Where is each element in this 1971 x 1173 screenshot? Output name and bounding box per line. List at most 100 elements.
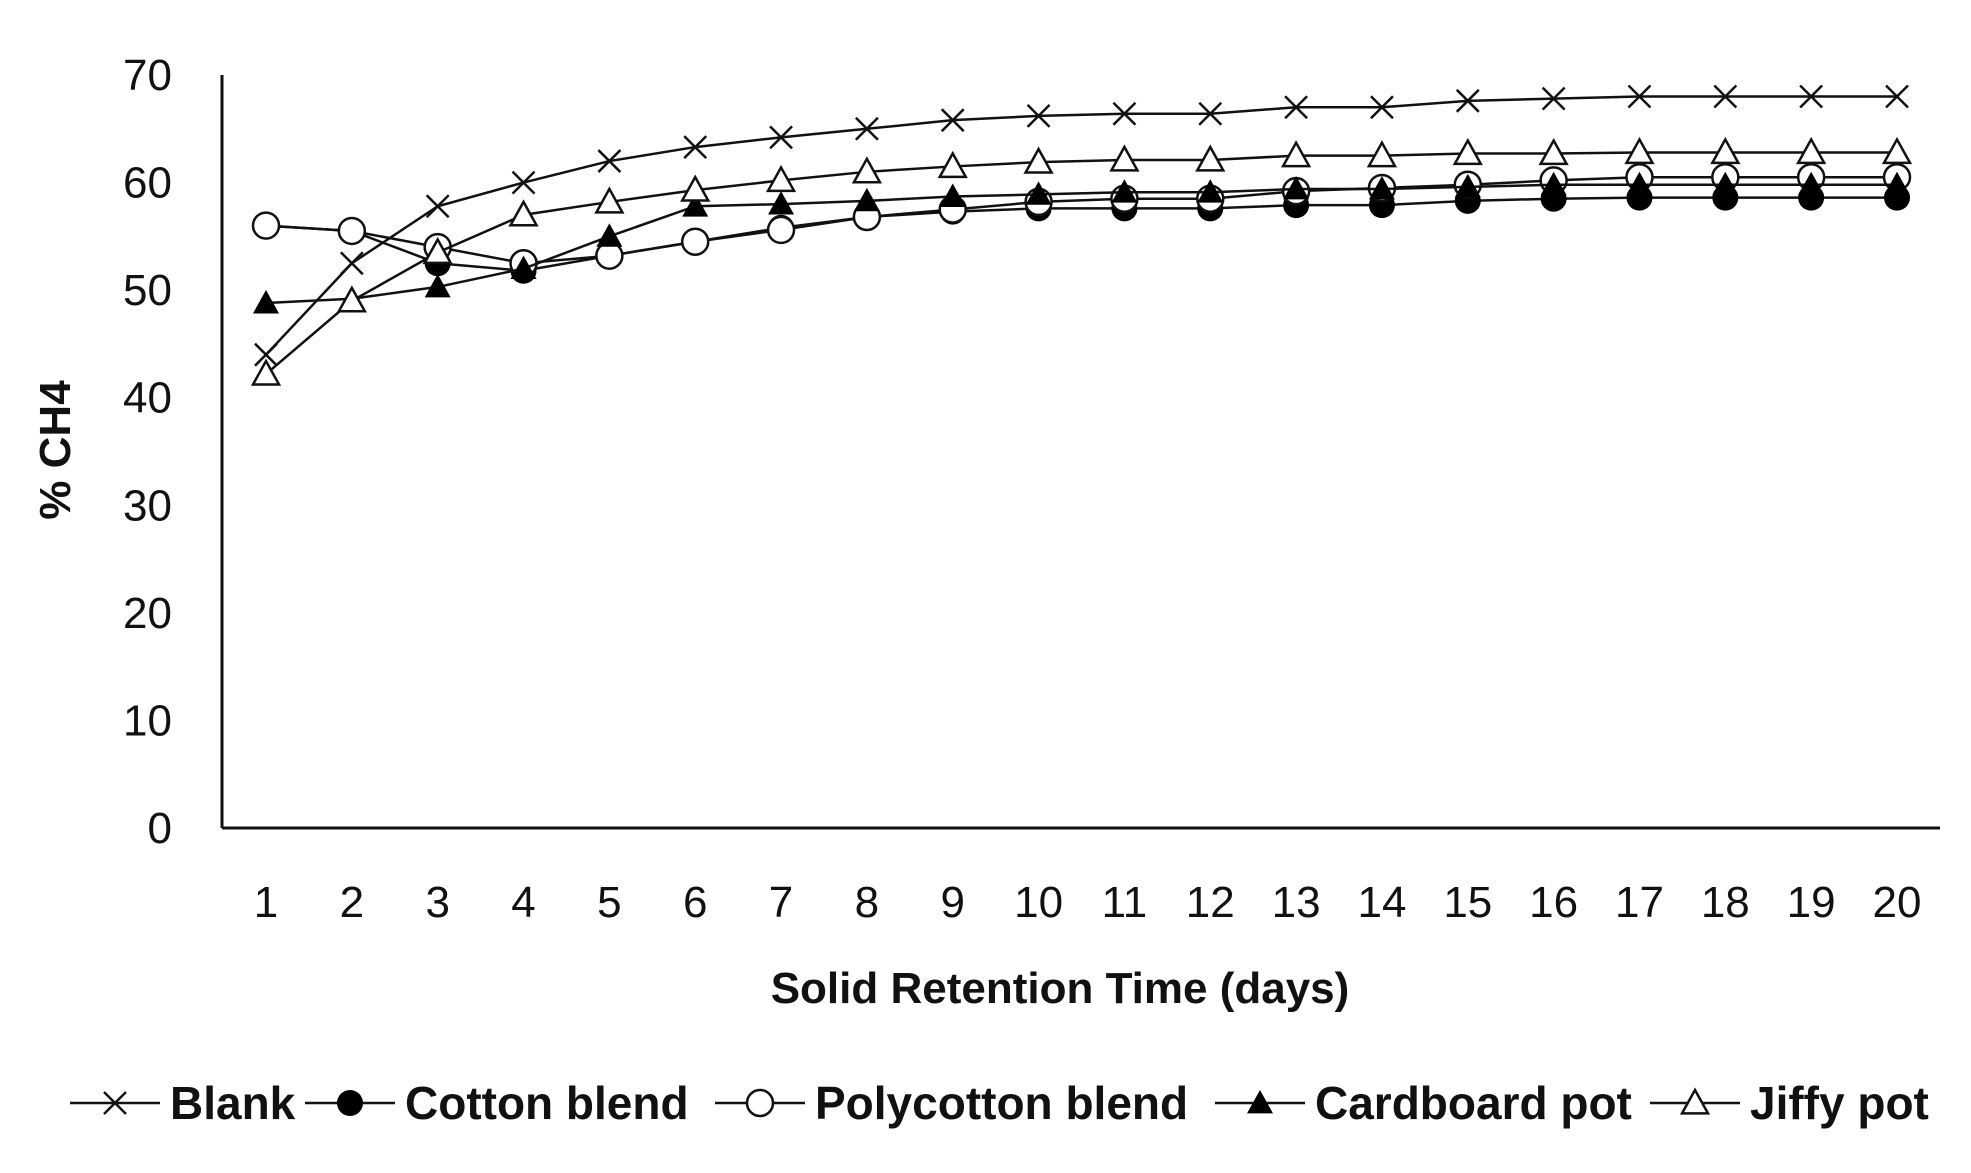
filled-triangle-marker bbox=[1283, 176, 1310, 200]
open-triangle-marker bbox=[1710, 136, 1741, 165]
open-triangle-marker bbox=[765, 164, 797, 193]
x-marker-stroke bbox=[597, 149, 622, 173]
y-tick-label: 0 bbox=[148, 804, 172, 853]
x-marker bbox=[855, 116, 879, 141]
legend-label: Polycotton blend bbox=[815, 1077, 1188, 1129]
open-triangle-marker bbox=[1881, 136, 1913, 165]
open-triangle-marker bbox=[1624, 136, 1655, 165]
x-marker-stroke bbox=[425, 194, 450, 219]
x-marker bbox=[769, 125, 793, 150]
series-layer bbox=[250, 84, 1913, 386]
filled-triangle-marker bbox=[596, 223, 623, 247]
filled-triangle-marker bbox=[424, 273, 451, 298]
x-marker-stroke bbox=[254, 342, 278, 367]
x-tick-label: 17 bbox=[1615, 878, 1664, 927]
x-tick-label: 18 bbox=[1701, 878, 1750, 927]
x-marker-stroke bbox=[1112, 101, 1137, 126]
x-marker-stroke bbox=[1627, 84, 1652, 109]
x-marker-stroke bbox=[940, 108, 965, 133]
x-tick-label: 2 bbox=[340, 878, 364, 927]
x-marker-stroke bbox=[1198, 101, 1223, 126]
x-marker bbox=[254, 342, 278, 367]
filled-triangle-marker bbox=[1884, 171, 1910, 196]
x-tick-label: 5 bbox=[597, 878, 621, 927]
filled-triangle-marker bbox=[253, 290, 279, 314]
x-marker bbox=[1284, 95, 1308, 120]
x-marker bbox=[103, 1091, 127, 1115]
open-circle-marker bbox=[745, 1088, 775, 1118]
x-tick-label: 8 bbox=[855, 878, 879, 927]
open-triangle-marker bbox=[1796, 136, 1827, 165]
filled-triangle-marker bbox=[1454, 173, 1481, 198]
legend-item: Blank bbox=[70, 1077, 296, 1129]
open-triangle-marker bbox=[1679, 1087, 1711, 1115]
series-blank bbox=[254, 84, 1909, 367]
filled-triangle-marker bbox=[1626, 171, 1653, 196]
open-triangle-marker bbox=[336, 285, 367, 313]
x-marker-stroke bbox=[769, 125, 793, 150]
x-tick-label: 1 bbox=[254, 878, 278, 927]
x-marker bbox=[1370, 95, 1394, 120]
x-marker bbox=[511, 170, 536, 195]
x-marker bbox=[339, 251, 364, 276]
series-jiffy-pot bbox=[250, 136, 1913, 386]
x-tick-label: 9 bbox=[940, 878, 964, 927]
open-circle-marker bbox=[680, 227, 710, 256]
x-tick-label: 14 bbox=[1357, 878, 1406, 927]
filled-triangle-marker bbox=[1712, 171, 1739, 196]
x-marker-stroke bbox=[683, 135, 708, 159]
open-circle-marker bbox=[766, 215, 796, 245]
x-marker bbox=[1541, 86, 1566, 111]
open-triangle-marker bbox=[680, 174, 711, 202]
x-marker-stroke bbox=[855, 116, 879, 141]
x-tick-label: 13 bbox=[1272, 878, 1321, 927]
series-line bbox=[265, 183, 1897, 305]
legend-item: Jiffy pot bbox=[1650, 1077, 1929, 1129]
x-marker bbox=[1455, 88, 1480, 113]
x-marker bbox=[1713, 84, 1738, 109]
x-tick-label: 7 bbox=[769, 878, 793, 927]
legend: Blank Cotton blend Polycotton blend Cardboa… bbox=[70, 1077, 1929, 1129]
open-triangle-marker bbox=[1023, 146, 1054, 174]
x-tick-label: 20 bbox=[1873, 878, 1922, 927]
open-triangle-marker bbox=[1195, 144, 1226, 172]
open-triangle-marker bbox=[594, 186, 625, 214]
x-marker bbox=[425, 194, 450, 219]
x-marker bbox=[940, 108, 965, 133]
open-triangle-marker bbox=[422, 236, 453, 265]
y-axis-title: % CH4 bbox=[31, 380, 80, 520]
open-triangle-marker bbox=[508, 199, 539, 227]
legend-item: Polycotton blend bbox=[715, 1077, 1188, 1129]
filled-triangle-marker bbox=[939, 183, 966, 207]
x-tick-label: 3 bbox=[425, 878, 449, 927]
x-tick-label: 6 bbox=[683, 878, 707, 927]
filled-triangle-marker bbox=[1247, 1090, 1273, 1114]
open-triangle-marker bbox=[851, 156, 883, 184]
x-marker bbox=[1885, 84, 1909, 109]
filled-triangle-marker bbox=[682, 193, 709, 217]
x-tick-label: 4 bbox=[511, 878, 535, 927]
open-triangle-marker bbox=[1538, 137, 1569, 166]
series-line bbox=[265, 151, 1897, 376]
x-marker bbox=[1627, 84, 1652, 109]
open-triangle-marker bbox=[1280, 140, 1312, 168]
y-tick-label: 10 bbox=[123, 696, 172, 745]
legend-label: Jiffy pot bbox=[1750, 1077, 1929, 1129]
open-circle-marker bbox=[251, 211, 281, 240]
filled-triangle-marker bbox=[768, 191, 795, 215]
y-tick-label: 50 bbox=[123, 266, 172, 315]
x-marker-stroke bbox=[1455, 88, 1480, 113]
open-triangle-marker bbox=[250, 358, 282, 386]
legend-item: Cardboard pot bbox=[1215, 1077, 1632, 1129]
x-marker-stroke bbox=[511, 170, 536, 195]
open-triangle-marker bbox=[1452, 137, 1483, 166]
x-marker-stroke bbox=[1541, 86, 1566, 111]
x-marker bbox=[597, 149, 622, 173]
x-tick-label: 19 bbox=[1787, 878, 1836, 927]
filled-triangle-marker bbox=[1540, 171, 1567, 196]
series-line bbox=[265, 196, 1897, 273]
y-tick-label: 30 bbox=[123, 481, 172, 530]
series-polycotton-blend bbox=[251, 162, 1912, 278]
series-cardboard-pot bbox=[253, 171, 1910, 314]
legend-label: Blank bbox=[170, 1077, 296, 1129]
